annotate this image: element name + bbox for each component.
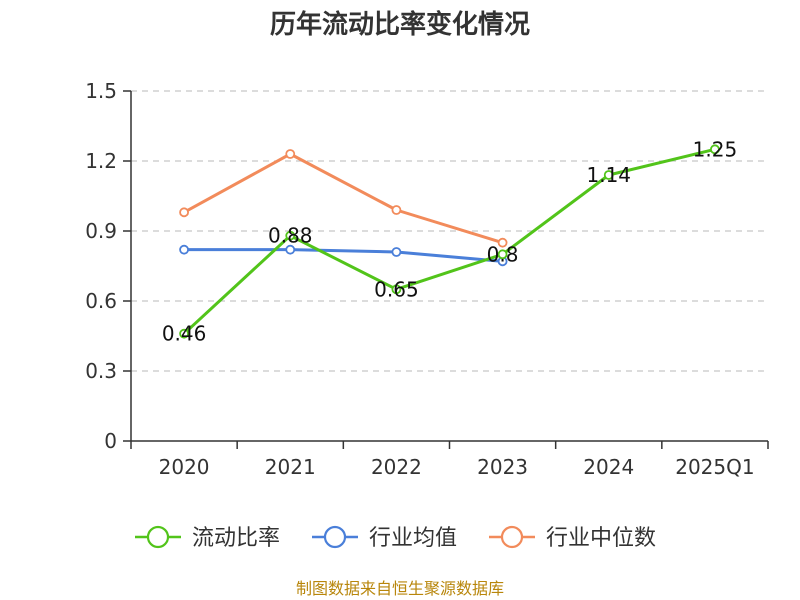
data-point [603, 170, 614, 180]
series-line-2 [183, 152, 504, 245]
legend-label: 行业中位数 [546, 526, 656, 551]
data-point [179, 207, 189, 218]
data-point [285, 230, 296, 241]
y-tick-label: 0 [104, 429, 117, 453]
series-lines [183, 147, 716, 335]
y-tick-label: 1.2 [85, 149, 117, 173]
data-point [391, 205, 402, 215]
source-note: 制图数据来自恒生聚源数据库 [296, 579, 504, 598]
legend-marker [323, 525, 347, 549]
grid-lines [131, 90, 768, 372]
legend-item-0: 流动比率 [135, 525, 280, 551]
series-line-0 [183, 147, 716, 335]
x-tick-label: 2023 [477, 455, 528, 479]
data-point [285, 149, 296, 159]
chart-title: 历年流动比率变化情况 [270, 9, 530, 40]
x-tick-label: 2021 [265, 455, 316, 479]
data-point [710, 144, 720, 155]
data-point [179, 328, 189, 339]
legend-marker [500, 525, 524, 549]
data-label: 1.25 [693, 137, 738, 161]
legend-label: 行业均值 [369, 526, 457, 551]
legend-item-1: 行业均值 [312, 525, 457, 551]
data-point [391, 247, 402, 257]
data-point [179, 244, 189, 255]
y-tick-label: 0.3 [85, 359, 117, 383]
data-label: 0.8 [487, 242, 519, 266]
data-point [497, 237, 508, 248]
data-labels: 0.46 0.88 0.65 0.8 1.14 1.25 [162, 137, 737, 345]
y-tick-label: 0.6 [85, 289, 117, 313]
legend-item-2: 行业中位数 [489, 525, 656, 551]
x-tick-label: 2024 [583, 455, 634, 479]
x-tick-label: 2022 [371, 455, 422, 479]
x-tick-label: 2020 [159, 455, 210, 479]
data-label: 1.14 [586, 163, 631, 187]
axes: 0 0.3 0.6 0.9 1.2 1.5 2020 2021 2022 2023 2024 2025… [85, 79, 769, 479]
y-tick-label: 0.9 [85, 219, 117, 243]
data-label: 0.46 [162, 322, 207, 346]
x-tick-label: 2025Q1 [675, 455, 754, 479]
data-point [285, 244, 296, 255]
series-points [179, 144, 720, 339]
legend-label: 流动比率 [192, 526, 280, 551]
legend: 流动比率 行业均值 行业中位数 [135, 525, 656, 551]
data-label: 0.88 [268, 224, 313, 248]
data-point [391, 284, 402, 295]
y-tick-label: 1.5 [85, 79, 117, 103]
data-label: 0.65 [374, 277, 419, 301]
legend-marker [146, 525, 170, 549]
series-line-1 [184, 248, 503, 263]
data-point [497, 249, 508, 260]
